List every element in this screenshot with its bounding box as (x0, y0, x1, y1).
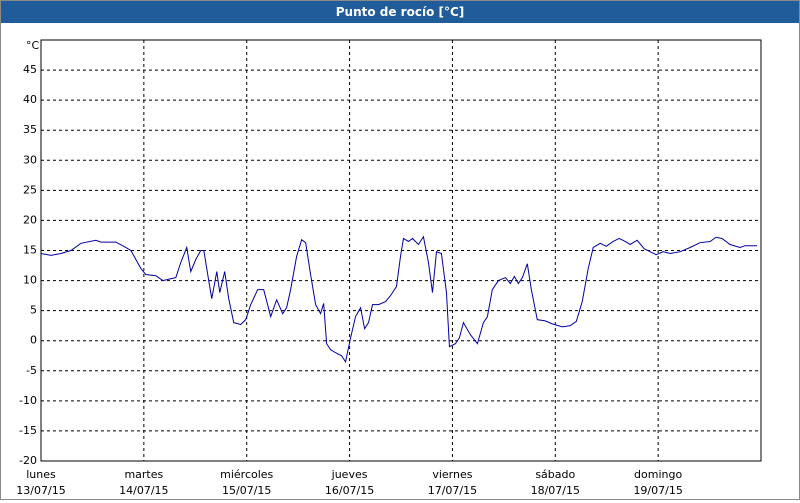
y-tick-label: -15 (19, 424, 37, 437)
x-tick-label: jueves (331, 468, 368, 481)
title-bar: Punto de rocío [°C] (1, 1, 799, 23)
y-tick-label: -20 (19, 454, 37, 467)
y-tick-label: 10 (23, 274, 37, 287)
y-tick-label: 20 (23, 213, 37, 226)
y-tick-label: -10 (19, 394, 37, 407)
y-tick-label: 15 (23, 244, 37, 257)
y-tick-label: 40 (23, 93, 37, 106)
x-tick-label: miércoles (220, 468, 273, 481)
x-tick-label: sábado (535, 468, 575, 481)
y-tick-label: 25 (23, 183, 37, 196)
x-tick-label: 17/07/15 (428, 484, 477, 497)
x-tick-label: 15/07/15 (222, 484, 271, 497)
x-tick-label: 18/07/15 (531, 484, 580, 497)
y-tick-label: 30 (23, 153, 37, 166)
data-line (40, 235, 757, 364)
y-tick-label: 5 (30, 304, 37, 317)
plot-frame (40, 39, 762, 462)
x-tick-label: 19/07/15 (633, 484, 682, 497)
x-tick-label: martes (124, 468, 163, 481)
x-tick-label: 13/07/15 (16, 484, 65, 497)
x-tick-label: lunes (26, 468, 56, 481)
y-tick-label: 0 (30, 334, 37, 347)
chart: °C -20 -15 -10 -5 0 5 10 15 20 25 30 35 40 45 lunes 13/0… (16, 39, 762, 497)
x-tick-label: 16/07/15 (325, 484, 374, 497)
y-tick-label: 45 (23, 63, 37, 76)
y-tick-label: 35 (23, 123, 37, 136)
x-tick-label: viernes (432, 468, 472, 481)
y-tick-label: -5 (26, 364, 37, 377)
x-tick-label: 14/07/15 (119, 484, 168, 497)
y-unit: °C (26, 39, 40, 52)
x-tick-label: domingo (634, 468, 682, 481)
